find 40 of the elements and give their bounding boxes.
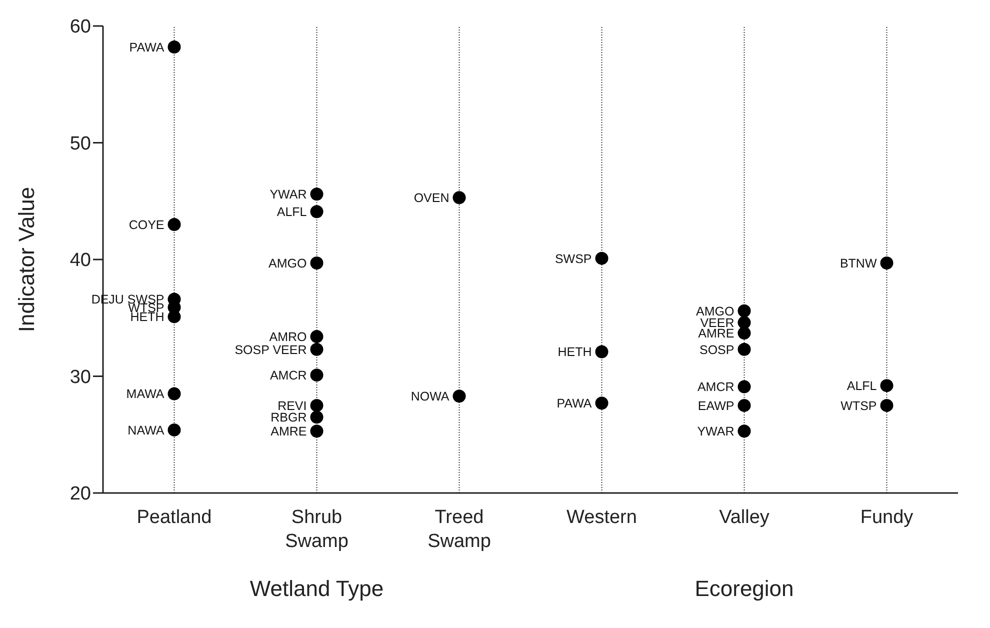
- annotation: NAWA: [128, 423, 165, 438]
- annotation: NOWA: [410, 390, 450, 404]
- text: Ecoregion: [694, 576, 795, 602]
- annotation: PAWA: [556, 396, 592, 411]
- annotation: EAWP: [698, 398, 734, 413]
- annotation: RBGR: [270, 410, 307, 425]
- x-tick-label: Shrub Swamp: [285, 507, 348, 552]
- annotation: AMGO: [696, 304, 735, 318]
- y-tick-label: 40: [70, 250, 91, 272]
- x-tick-label: Valley: [719, 507, 770, 528]
- text: Wetland Type: [248, 576, 385, 602]
- x-tick-label: Fundy: [860, 507, 914, 528]
- annotation: COYE: [128, 218, 164, 232]
- x-tick-label: Western: [566, 507, 637, 528]
- annotation: AMRE: [270, 424, 307, 439]
- annotation: HETH: [558, 345, 592, 360]
- annotation: BTNW: [840, 256, 877, 270]
- annotation: OVEN: [414, 191, 450, 206]
- y-tick-label: 30: [70, 366, 91, 388]
- x-tick-label: Treed Swamp: [428, 507, 491, 552]
- annotation: AMCR: [697, 380, 734, 394]
- annotation: AMRO: [269, 330, 308, 344]
- annotation: ALFL: [846, 379, 877, 394]
- x-tick-label: Peatland: [136, 507, 212, 528]
- annotation: ALFL: [276, 205, 307, 220]
- y-tick-label: 20: [70, 484, 91, 505]
- annotation: SOSP VEER: [234, 342, 307, 357]
- annotation: YWAR: [270, 188, 307, 202]
- annotation: PAWA: [129, 40, 165, 54]
- y-tick-label: 50: [70, 133, 91, 154]
- annotation: MAWA: [126, 387, 165, 402]
- annotation: SWSP: [554, 252, 592, 266]
- annotation: WTSP: [840, 398, 877, 413]
- annotation: AMCR: [270, 368, 307, 383]
- annotation: AMGO: [268, 256, 308, 270]
- annotation: REVI: [278, 398, 307, 413]
- annotation: YWAR: [697, 424, 734, 439]
- y-tick-label: 60: [70, 16, 91, 38]
- y-axis-title: Indicator Value: [14, 186, 39, 332]
- annotation: SOSP: [700, 342, 734, 357]
